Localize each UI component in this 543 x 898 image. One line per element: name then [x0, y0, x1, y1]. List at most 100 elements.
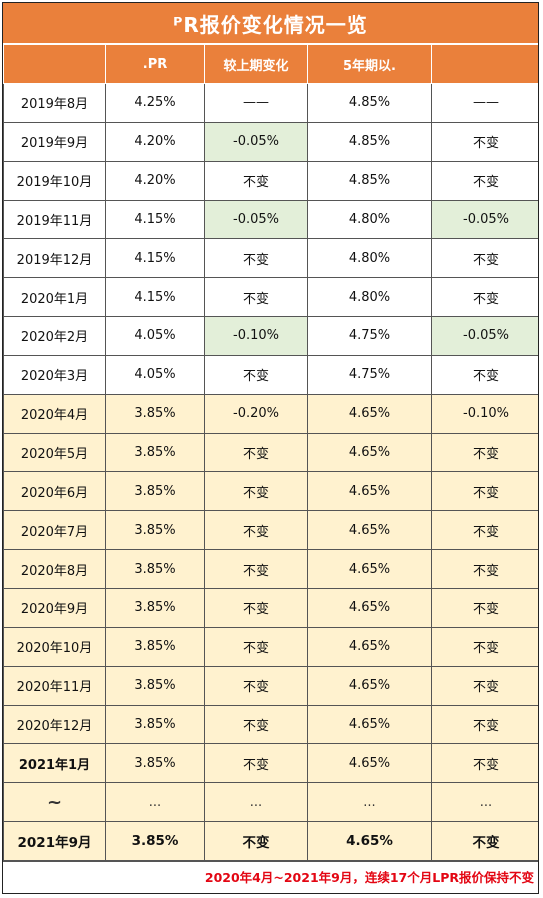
- lpr1-cell: 3.85%: [105, 821, 205, 861]
- lpr1-cell: 4.15%: [105, 199, 205, 240]
- table-row: 2020年10月 3.85% 不变 4.65% 不变: [3, 626, 538, 667]
- lpr5-cell: 4.80%: [307, 238, 432, 279]
- lpr1-cell: 3.85%: [105, 665, 205, 706]
- lpr1-cell: 3.85%: [105, 587, 205, 628]
- lpr1-cell: 3.85%: [105, 743, 205, 784]
- change5-cell: 不变: [431, 471, 538, 512]
- table-row: 2020年6月 3.85% 不变 4.65% 不变: [3, 471, 538, 512]
- lpr1-cell: 4.05%: [105, 316, 205, 356]
- lpr5-cell: 4.85%: [307, 160, 432, 201]
- month-cell: 2020年12月: [3, 704, 106, 745]
- month-cell: 2020年9月: [3, 587, 106, 628]
- change1-cell: 不变: [204, 277, 308, 318]
- change1-cell: 不变: [204, 432, 308, 473]
- lpr5-cell: 4.65%: [307, 821, 432, 861]
- lpr5-cell: 4.75%: [307, 316, 432, 356]
- change5-cell: 不变: [431, 354, 538, 395]
- month-cell: 2020年5月: [3, 432, 106, 473]
- change1-cell: 不变: [204, 743, 308, 784]
- lpr1-cell: 3.85%: [105, 432, 205, 473]
- table-row: 2020年9月 3.85% 不变 4.65% 不变: [3, 587, 538, 628]
- lpr1-cell: ...: [105, 782, 205, 823]
- change1-cell: 不变: [204, 626, 308, 667]
- header-row: .PR 较上期变化 5年期以.: [3, 44, 538, 84]
- change5-cell: -0.10%: [431, 393, 538, 434]
- lpr1-cell: 4.15%: [105, 277, 205, 318]
- table-row: 2021年9月 3.85% 不变 4.65% 不变: [3, 821, 538, 861]
- table-row: ~ ... ... ... ...: [3, 782, 538, 823]
- table-row: 2019年9月 4.20% -0.05% 4.85% 不变: [3, 121, 538, 162]
- lpr5-cell: 4.80%: [307, 199, 432, 240]
- change5-cell: -0.05%: [431, 199, 538, 240]
- lpr1-cell: 3.85%: [105, 471, 205, 512]
- footer-note: 2020年4月~2021年9月，连续17个月LPR报价保持不变: [3, 860, 538, 892]
- header-month: [3, 44, 106, 84]
- header-5y-change: [431, 44, 538, 84]
- lpr1-cell: 3.85%: [105, 393, 205, 434]
- table-title: ᴾR报价变化情况一览: [3, 3, 538, 44]
- month-cell: ~: [3, 782, 106, 823]
- month-cell: 2020年8月: [3, 549, 106, 589]
- lpr5-cell: 4.65%: [307, 626, 432, 667]
- table-row: 2019年10月 4.20% 不变 4.85% 不变: [3, 160, 538, 201]
- lpr5-cell: 4.65%: [307, 432, 432, 473]
- lpr1-cell: 3.85%: [105, 626, 205, 667]
- lpr5-cell: 4.85%: [307, 83, 432, 123]
- table-row: 2019年11月 4.15% -0.05% 4.80% -0.05%: [3, 199, 538, 240]
- change1-cell: 不变: [204, 587, 308, 628]
- change5-cell: ...: [431, 782, 538, 823]
- change1-cell: 不变: [204, 704, 308, 745]
- change1-cell: 不变: [204, 471, 308, 512]
- table-row: 2020年11月 3.85% 不变 4.65% 不变: [3, 665, 538, 706]
- table-row: 2020年5月 3.85% 不变 4.65% 不变: [3, 432, 538, 473]
- lpr5-cell: ...: [307, 782, 432, 823]
- month-cell: 2020年7月: [3, 510, 106, 551]
- lpr1-cell: 4.20%: [105, 160, 205, 201]
- change5-cell: 不变: [431, 704, 538, 745]
- month-cell: 2019年11月: [3, 199, 106, 240]
- header-5y-lpr: 5年期以.: [307, 44, 432, 84]
- change1-cell: -0.05%: [204, 121, 308, 162]
- change5-cell: 不变: [431, 238, 538, 279]
- lpr5-cell: 4.65%: [307, 665, 432, 706]
- month-cell: 2019年12月: [3, 238, 106, 279]
- table-row: 2020年8月 3.85% 不变 4.65% 不变: [3, 549, 538, 589]
- change1-cell: 不变: [204, 549, 308, 589]
- change5-cell: 不变: [431, 160, 538, 201]
- month-cell: 2020年10月: [3, 626, 106, 667]
- header-1y-lpr: .PR: [105, 44, 205, 84]
- change5-cell: 不变: [431, 821, 538, 861]
- change1-cell: 不变: [204, 160, 308, 201]
- month-cell: 2020年11月: [3, 665, 106, 706]
- change5-cell: 不变: [431, 549, 538, 589]
- lpr1-cell: 4.05%: [105, 354, 205, 395]
- change1-cell: 不变: [204, 821, 308, 861]
- table-row: 2020年7月 3.85% 不变 4.65% 不变: [3, 510, 538, 551]
- month-cell: 2021年1月: [3, 743, 106, 784]
- change1-cell: 不变: [204, 238, 308, 279]
- table-row: 2020年2月 4.05% -0.10% 4.75% -0.05%: [3, 316, 538, 356]
- table-row: 2019年12月 4.15% 不变 4.80% 不变: [3, 238, 538, 279]
- change5-cell: 不变: [431, 626, 538, 667]
- table-row: 2019年8月 4.25% —— 4.85% ——: [3, 83, 538, 123]
- lpr1-cell: 3.85%: [105, 549, 205, 589]
- lpr1-cell: 4.15%: [105, 238, 205, 279]
- lpr5-cell: 4.75%: [307, 354, 432, 395]
- table-row: 2020年4月 3.85% -0.20% 4.65% -0.10%: [3, 393, 538, 434]
- change5-cell: -0.05%: [431, 316, 538, 356]
- change1-cell: 不变: [204, 354, 308, 395]
- change1-cell: 不变: [204, 510, 308, 551]
- change5-cell: 不变: [431, 510, 538, 551]
- month-cell: 2019年9月: [3, 121, 106, 162]
- change1-cell: -0.05%: [204, 199, 308, 240]
- lpr5-cell: 4.65%: [307, 471, 432, 512]
- month-cell: 2020年6月: [3, 471, 106, 512]
- month-cell: 2019年10月: [3, 160, 106, 201]
- lpr1-cell: 4.25%: [105, 83, 205, 123]
- table-row: 2020年3月 4.05% 不变 4.75% 不变: [3, 354, 538, 395]
- header-1y-change: 较上期变化: [204, 44, 308, 84]
- change5-cell: 不变: [431, 277, 538, 318]
- table-row: 2020年12月 3.85% 不变 4.65% 不变: [3, 704, 538, 745]
- lpr1-cell: 3.85%: [105, 510, 205, 551]
